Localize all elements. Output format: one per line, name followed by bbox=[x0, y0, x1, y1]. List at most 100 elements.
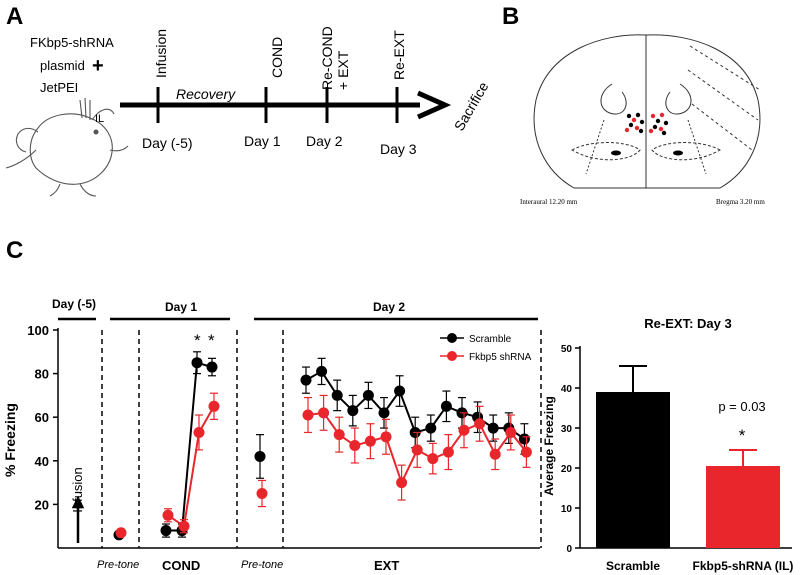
injection-site-dots bbox=[624, 112, 669, 136]
bar-y-tick-label: 40 bbox=[561, 384, 573, 395]
panel-b: B Interaural 12.20 mm Bregma 3.20 mm bbox=[502, 3, 765, 206]
stage-infusion: Infusion bbox=[153, 29, 169, 78]
ext-point bbox=[458, 424, 470, 436]
bar-chart-p-value: p = 0.03 bbox=[718, 399, 765, 414]
cond-point bbox=[206, 361, 218, 373]
ext-point bbox=[440, 400, 452, 412]
drug-line-2: plasmid bbox=[40, 58, 85, 73]
section-label-day-minus5: Day (-5) bbox=[52, 297, 96, 311]
ext-point bbox=[427, 453, 439, 465]
drug-plus-sign: + bbox=[92, 55, 104, 77]
bar-chart-marks: Scramble Fkbp5-shRNA (IL) bbox=[596, 365, 794, 573]
legend-fkbp5-label: Fkbp5 shRNA bbox=[469, 352, 532, 363]
line-chart-marks bbox=[113, 351, 532, 541]
ext-point bbox=[380, 431, 392, 443]
bar-y-tick-label: 50 bbox=[561, 344, 573, 355]
bar-chart-y-label: Average Freezing bbox=[542, 396, 556, 496]
ext-point bbox=[487, 422, 499, 434]
ext-point bbox=[333, 429, 345, 441]
ext-point bbox=[318, 407, 330, 419]
bar-y-tick-label: 30 bbox=[561, 424, 573, 435]
freezing-line-chart: Day (-5) Day 1 Day 2 20 40 60 80 100 % Freez… bbox=[2, 297, 542, 573]
rat-illustration bbox=[5, 97, 129, 197]
significance-star-1: * bbox=[194, 331, 201, 350]
ext-point bbox=[378, 407, 390, 419]
day-label-minus5: Day (-5) bbox=[142, 135, 193, 151]
anterior-commissure-left bbox=[611, 150, 621, 156]
day-label-3: Day 3 bbox=[380, 141, 417, 157]
ext-point bbox=[394, 385, 406, 397]
re-ext-bar-chart: Re-EXT: Day 3 0 10 20 30 40 50 Average Freezi… bbox=[542, 316, 793, 573]
pretone-day2-point bbox=[254, 450, 266, 462]
anterior-commissure-right bbox=[673, 150, 683, 156]
phase-label-cond: COND bbox=[162, 558, 200, 573]
timeline-arrowhead bbox=[416, 90, 452, 120]
day-label-1: Day 1 bbox=[244, 133, 281, 149]
stage-re-ext: Re-EXT bbox=[391, 30, 407, 80]
ext-point bbox=[331, 389, 343, 401]
line-y-tick-label: 20 bbox=[35, 497, 49, 512]
ext-point bbox=[518, 433, 530, 445]
il-label: IL bbox=[95, 113, 104, 125]
ext-point bbox=[411, 444, 423, 456]
ext-point bbox=[362, 389, 374, 401]
cond-point bbox=[160, 525, 172, 537]
line-chart-y-label: % Freezing bbox=[2, 403, 18, 477]
ext-point bbox=[302, 409, 314, 421]
bar-y-tick-label: 0 bbox=[566, 544, 572, 555]
line-y-tick-label: 60 bbox=[35, 410, 49, 425]
day-label-2: Day 2 bbox=[306, 133, 343, 149]
cond-point bbox=[178, 520, 190, 532]
cond-point bbox=[208, 400, 220, 412]
ext-point bbox=[474, 418, 486, 430]
stage-plus-ext: + EXT bbox=[335, 50, 351, 90]
panel-b-label: B bbox=[502, 3, 519, 30]
stage-cond: COND bbox=[269, 37, 285, 78]
panel-a-label: A bbox=[6, 3, 23, 30]
phase-label-pretone-day2: Pre-tone bbox=[241, 559, 283, 571]
pretone-day1-point bbox=[115, 527, 127, 539]
ext-point bbox=[520, 446, 532, 458]
cond-point bbox=[193, 426, 205, 438]
stage-recovery: Recovery bbox=[176, 86, 236, 102]
cond-point bbox=[191, 357, 203, 369]
cond-line bbox=[166, 361, 213, 532]
cond-point bbox=[162, 509, 174, 521]
ext-point bbox=[489, 448, 501, 460]
line-y-tick-label: 80 bbox=[35, 367, 49, 382]
stage-re-cond: Re-COND bbox=[319, 26, 335, 90]
line-y-tick-label: 40 bbox=[35, 454, 49, 469]
phase-label-pretone-day1: Pre-tone bbox=[97, 559, 139, 571]
ext-point bbox=[505, 426, 517, 438]
ext-point bbox=[442, 446, 454, 458]
bregma-coordinate: Bregma 3.20 mm bbox=[716, 198, 765, 206]
infusion-label: Infusion bbox=[70, 467, 85, 513]
section-label-day2: Day 2 bbox=[373, 300, 405, 314]
bar-category-label: Scramble bbox=[606, 559, 660, 573]
ext-point bbox=[300, 374, 312, 386]
bar-chart-title: Re-EXT: Day 3 bbox=[644, 316, 731, 331]
phase-label-ext: EXT bbox=[374, 558, 399, 573]
line-chart-legend: Scramble Fkbp5 shRNA bbox=[440, 333, 532, 363]
cond-line bbox=[167, 405, 215, 528]
ext-point bbox=[396, 477, 408, 489]
drug-line-1: FKbp5-shRNA bbox=[30, 35, 114, 50]
ext-point bbox=[349, 440, 361, 452]
stage-sacrifice: Sacrifice bbox=[451, 79, 492, 134]
ext-point bbox=[425, 422, 437, 434]
interaural-coordinate: Interaural 12.20 mm bbox=[520, 198, 578, 206]
bar-scramble bbox=[596, 392, 670, 548]
section-label-day1: Day 1 bbox=[165, 300, 197, 314]
panel-c-label: C bbox=[6, 237, 23, 264]
ext-point bbox=[316, 365, 328, 377]
line-y-tick-label: 100 bbox=[27, 323, 49, 338]
legend-scramble-label: Scramble bbox=[469, 334, 512, 345]
bar-category-label: Fkbp5-shRNA (IL) bbox=[693, 559, 794, 573]
drug-line-3: JetPEI bbox=[40, 80, 78, 95]
bar-y-tick-label: 20 bbox=[561, 464, 573, 475]
brain-section-diagram bbox=[533, 34, 761, 189]
ext-point bbox=[347, 405, 359, 417]
legend-fkbp5-marker bbox=[447, 351, 457, 361]
significance-star-2: * bbox=[208, 331, 215, 350]
